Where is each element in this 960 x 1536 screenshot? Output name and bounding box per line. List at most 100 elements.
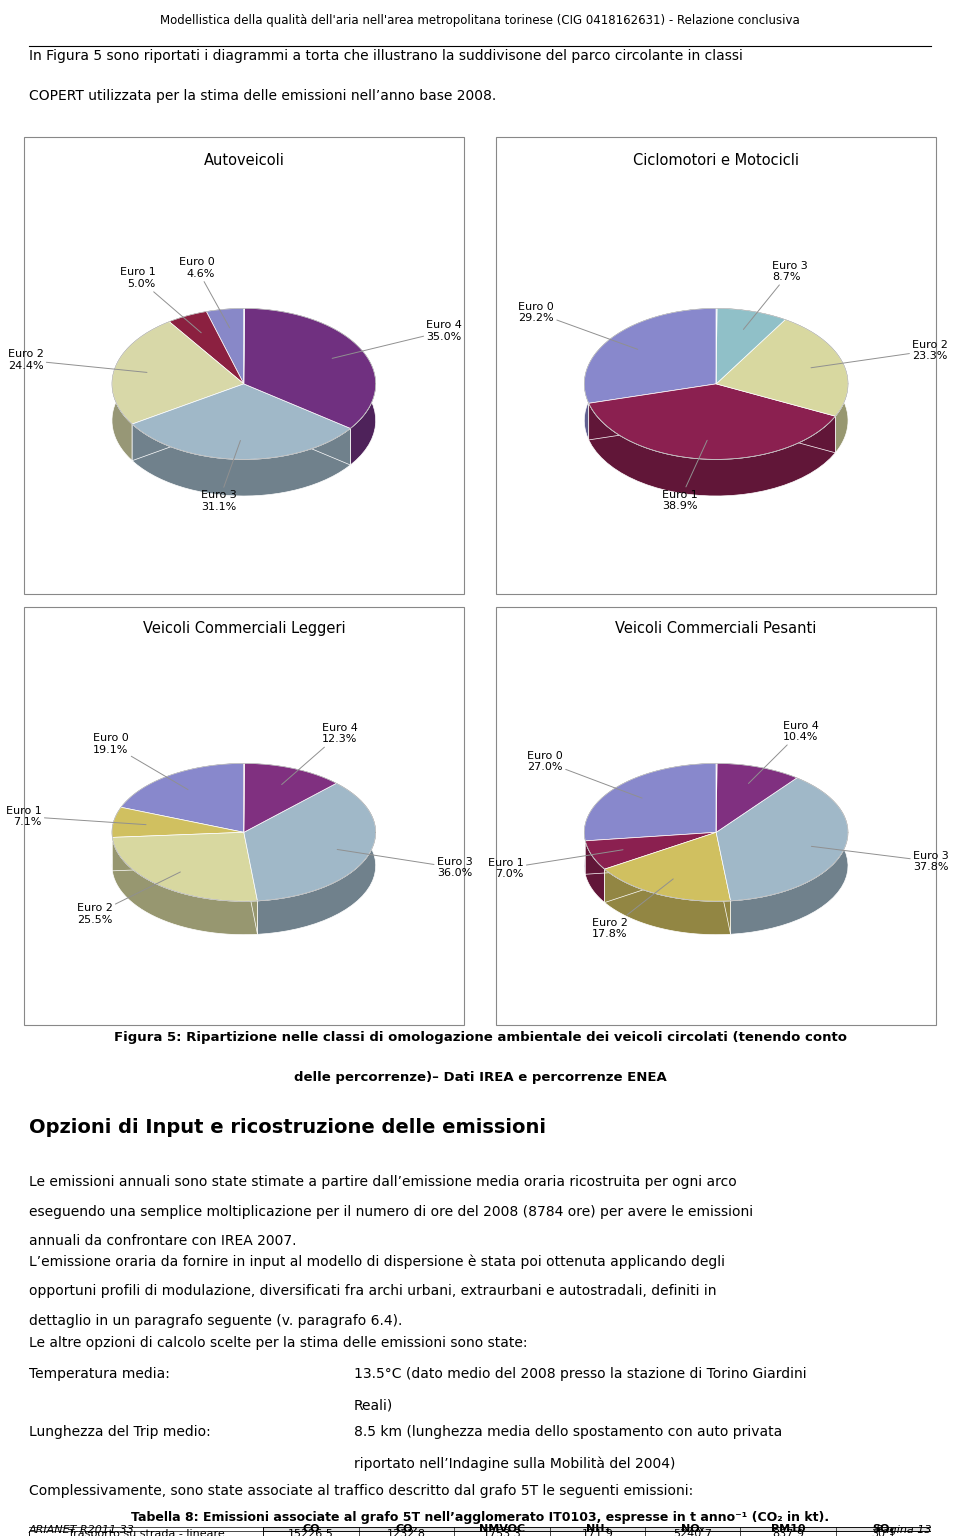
Polygon shape [121, 763, 244, 833]
Polygon shape [244, 309, 375, 429]
Text: Euro 1
7.0%: Euro 1 7.0% [488, 849, 623, 879]
Text: Euro 0
29.2%: Euro 0 29.2% [518, 301, 637, 349]
Text: PM10: PM10 [771, 1524, 805, 1534]
Text: Ciclomotori e Motocicli: Ciclomotori e Motocicli [634, 152, 799, 167]
Polygon shape [245, 763, 336, 817]
Polygon shape [585, 763, 716, 874]
Text: Veicoli Commerciali Leggeri: Veicoli Commerciali Leggeri [142, 622, 346, 636]
Polygon shape [112, 321, 244, 424]
Text: CO₂: CO₂ [396, 1524, 418, 1534]
Polygon shape [585, 309, 716, 404]
Text: Euro 1
38.9%: Euro 1 38.9% [661, 441, 708, 511]
Polygon shape [731, 777, 848, 934]
Text: Le emissioni annuali sono state stimate a partire dall’emissione media oraria ri: Le emissioni annuali sono state stimate … [29, 1175, 736, 1189]
Polygon shape [588, 404, 835, 496]
Polygon shape [717, 763, 797, 811]
Polygon shape [132, 424, 350, 496]
Text: Euro 2
25.5%: Euro 2 25.5% [77, 872, 180, 925]
Text: 8.5 km (lunghezza media dello spostamento con auto privata: 8.5 km (lunghezza media dello spostament… [353, 1425, 781, 1439]
Polygon shape [585, 309, 716, 439]
Text: Temperatura media:: Temperatura media: [29, 1367, 170, 1381]
Polygon shape [605, 869, 731, 935]
Text: Trasporto su strada - lineare: Trasporto su strada - lineare [68, 1528, 225, 1536]
Text: opportuni profili di modulazione, diversificati fra archi urbani, extraurbani e : opportuni profili di modulazione, divers… [29, 1284, 716, 1298]
Text: 171.9: 171.9 [582, 1528, 613, 1536]
Text: Euro 1
5.0%: Euro 1 5.0% [120, 267, 202, 333]
Polygon shape [785, 319, 848, 453]
Polygon shape [112, 837, 257, 935]
Text: In Figura 5 sono riportati i diagrammi a torta che illustrano la suddivisone del: In Figura 5 sono riportati i diagrammi a… [29, 49, 743, 63]
Text: Opzioni di Input e ricostruzione delle emissioni: Opzioni di Input e ricostruzione delle e… [29, 1118, 546, 1137]
Text: Euro 4
35.0%: Euro 4 35.0% [332, 321, 463, 358]
Text: Euro 1
7.1%: Euro 1 7.1% [6, 806, 146, 828]
Text: Modellistica della qualità dell'aria nell'area metropolitana torinese (CIG 04181: Modellistica della qualità dell'aria nel… [160, 14, 800, 28]
Text: 5240.7: 5240.7 [673, 1528, 712, 1536]
Text: Lunghezza del Trip medio:: Lunghezza del Trip medio: [29, 1425, 210, 1439]
Text: NOₓ: NOₓ [681, 1524, 705, 1534]
Text: eseguendo una semplice moltiplicazione per il numero di ore del 2008 (8784 ore) : eseguendo una semplice moltiplicazione p… [29, 1204, 753, 1218]
Polygon shape [716, 777, 848, 900]
Text: L’emissione oraria da fornire in input al modello di dispersione è stata poi ott: L’emissione oraria da fornire in input a… [29, 1255, 725, 1269]
Text: NH₃: NH₃ [586, 1524, 609, 1534]
Polygon shape [112, 808, 244, 837]
Text: Euro 3
37.8%: Euro 3 37.8% [811, 846, 948, 872]
Text: SO₂: SO₂ [873, 1524, 895, 1534]
Bar [263, 1527, 931, 1531]
Text: Euro 0
4.6%: Euro 0 4.6% [179, 257, 229, 327]
Text: 1753.3: 1753.3 [483, 1528, 521, 1536]
Polygon shape [586, 833, 716, 869]
Polygon shape [588, 384, 835, 459]
Polygon shape [206, 309, 244, 384]
Text: Figura 5: Ripartizione nelle classi di omologazione ambientale dei veicoli circo: Figura 5: Ripartizione nelle classi di o… [113, 1031, 847, 1043]
Text: Euro 3
36.0%: Euro 3 36.0% [337, 849, 472, 879]
Polygon shape [112, 833, 257, 902]
Text: 837.9: 837.9 [772, 1528, 804, 1536]
Text: Euro 3
8.7%: Euro 3 8.7% [743, 261, 808, 329]
Text: ARIANET R2011.33: ARIANET R2011.33 [29, 1525, 134, 1534]
Text: riportato nell’Indagine sulla Mobilità del 2004): riportato nell’Indagine sulla Mobilità d… [353, 1458, 675, 1471]
Text: Reali): Reali) [353, 1399, 393, 1413]
Text: 30.1: 30.1 [871, 1528, 896, 1536]
Polygon shape [717, 309, 785, 356]
Text: 15226.5: 15226.5 [288, 1528, 334, 1536]
Text: Complessivamente, sono state associate al traffico descritto dal grafo 5T le seg: Complessivamente, sono state associate a… [29, 1484, 693, 1498]
Text: Euro 4
10.4%: Euro 4 10.4% [749, 720, 819, 783]
Polygon shape [244, 763, 336, 833]
Text: Euro 4
12.3%: Euro 4 12.3% [281, 723, 358, 785]
Text: Le altre opzioni di calcolo scelte per la stima delle emissioni sono state:: Le altre opzioni di calcolo scelte per l… [29, 1336, 527, 1350]
Text: 1232.8: 1232.8 [387, 1528, 426, 1536]
Polygon shape [206, 309, 244, 349]
Polygon shape [112, 808, 121, 871]
Text: COPERT utilizzata per la stima delle emissioni nell’anno base 2008.: COPERT utilizzata per la stima delle emi… [29, 89, 496, 103]
Polygon shape [716, 309, 785, 384]
Polygon shape [245, 309, 375, 465]
Text: dettaglio in un paragrafo seguente (v. paragrafo 6.4).: dettaglio in un paragrafo seguente (v. p… [29, 1313, 402, 1329]
Polygon shape [132, 384, 350, 459]
Bar [29, 1531, 931, 1536]
Polygon shape [257, 783, 375, 934]
Text: Euro 2
23.3%: Euro 2 23.3% [811, 339, 948, 367]
Text: Veicoli Commerciali Pesanti: Veicoli Commerciali Pesanti [615, 622, 817, 636]
Text: 13.5°C (dato medio del 2008 presso la stazione di Torino Giardini: 13.5°C (dato medio del 2008 presso la st… [353, 1367, 806, 1381]
Text: Euro 2
24.4%: Euro 2 24.4% [8, 349, 147, 372]
Polygon shape [112, 321, 169, 461]
Text: NMVOC: NMVOC [479, 1524, 525, 1534]
Polygon shape [121, 763, 244, 840]
Polygon shape [605, 833, 731, 902]
Text: Euro 0
19.1%: Euro 0 19.1% [93, 733, 188, 790]
Polygon shape [169, 312, 244, 384]
Text: Autoveicoli: Autoveicoli [204, 152, 284, 167]
Text: Tabella 8: Emissioni associate al grafo 5T nell’agglomerato IT0103, espresse in : Tabella 8: Emissioni associate al grafo … [131, 1511, 829, 1524]
Text: delle percorrenze)– Dati IREA e percorrenze ENEA: delle percorrenze)– Dati IREA e percorre… [294, 1071, 666, 1084]
Text: Euro 3
31.1%: Euro 3 31.1% [201, 441, 240, 511]
Text: Euro 2
17.8%: Euro 2 17.8% [591, 879, 673, 940]
Polygon shape [716, 319, 848, 416]
Polygon shape [244, 783, 375, 902]
Polygon shape [716, 763, 797, 833]
Polygon shape [586, 840, 605, 903]
Polygon shape [169, 312, 206, 358]
Polygon shape [585, 763, 716, 840]
Text: CO: CO [302, 1524, 320, 1534]
Text: Euro 0
27.0%: Euro 0 27.0% [527, 751, 642, 799]
Text: Pagina 13: Pagina 13 [876, 1525, 931, 1534]
